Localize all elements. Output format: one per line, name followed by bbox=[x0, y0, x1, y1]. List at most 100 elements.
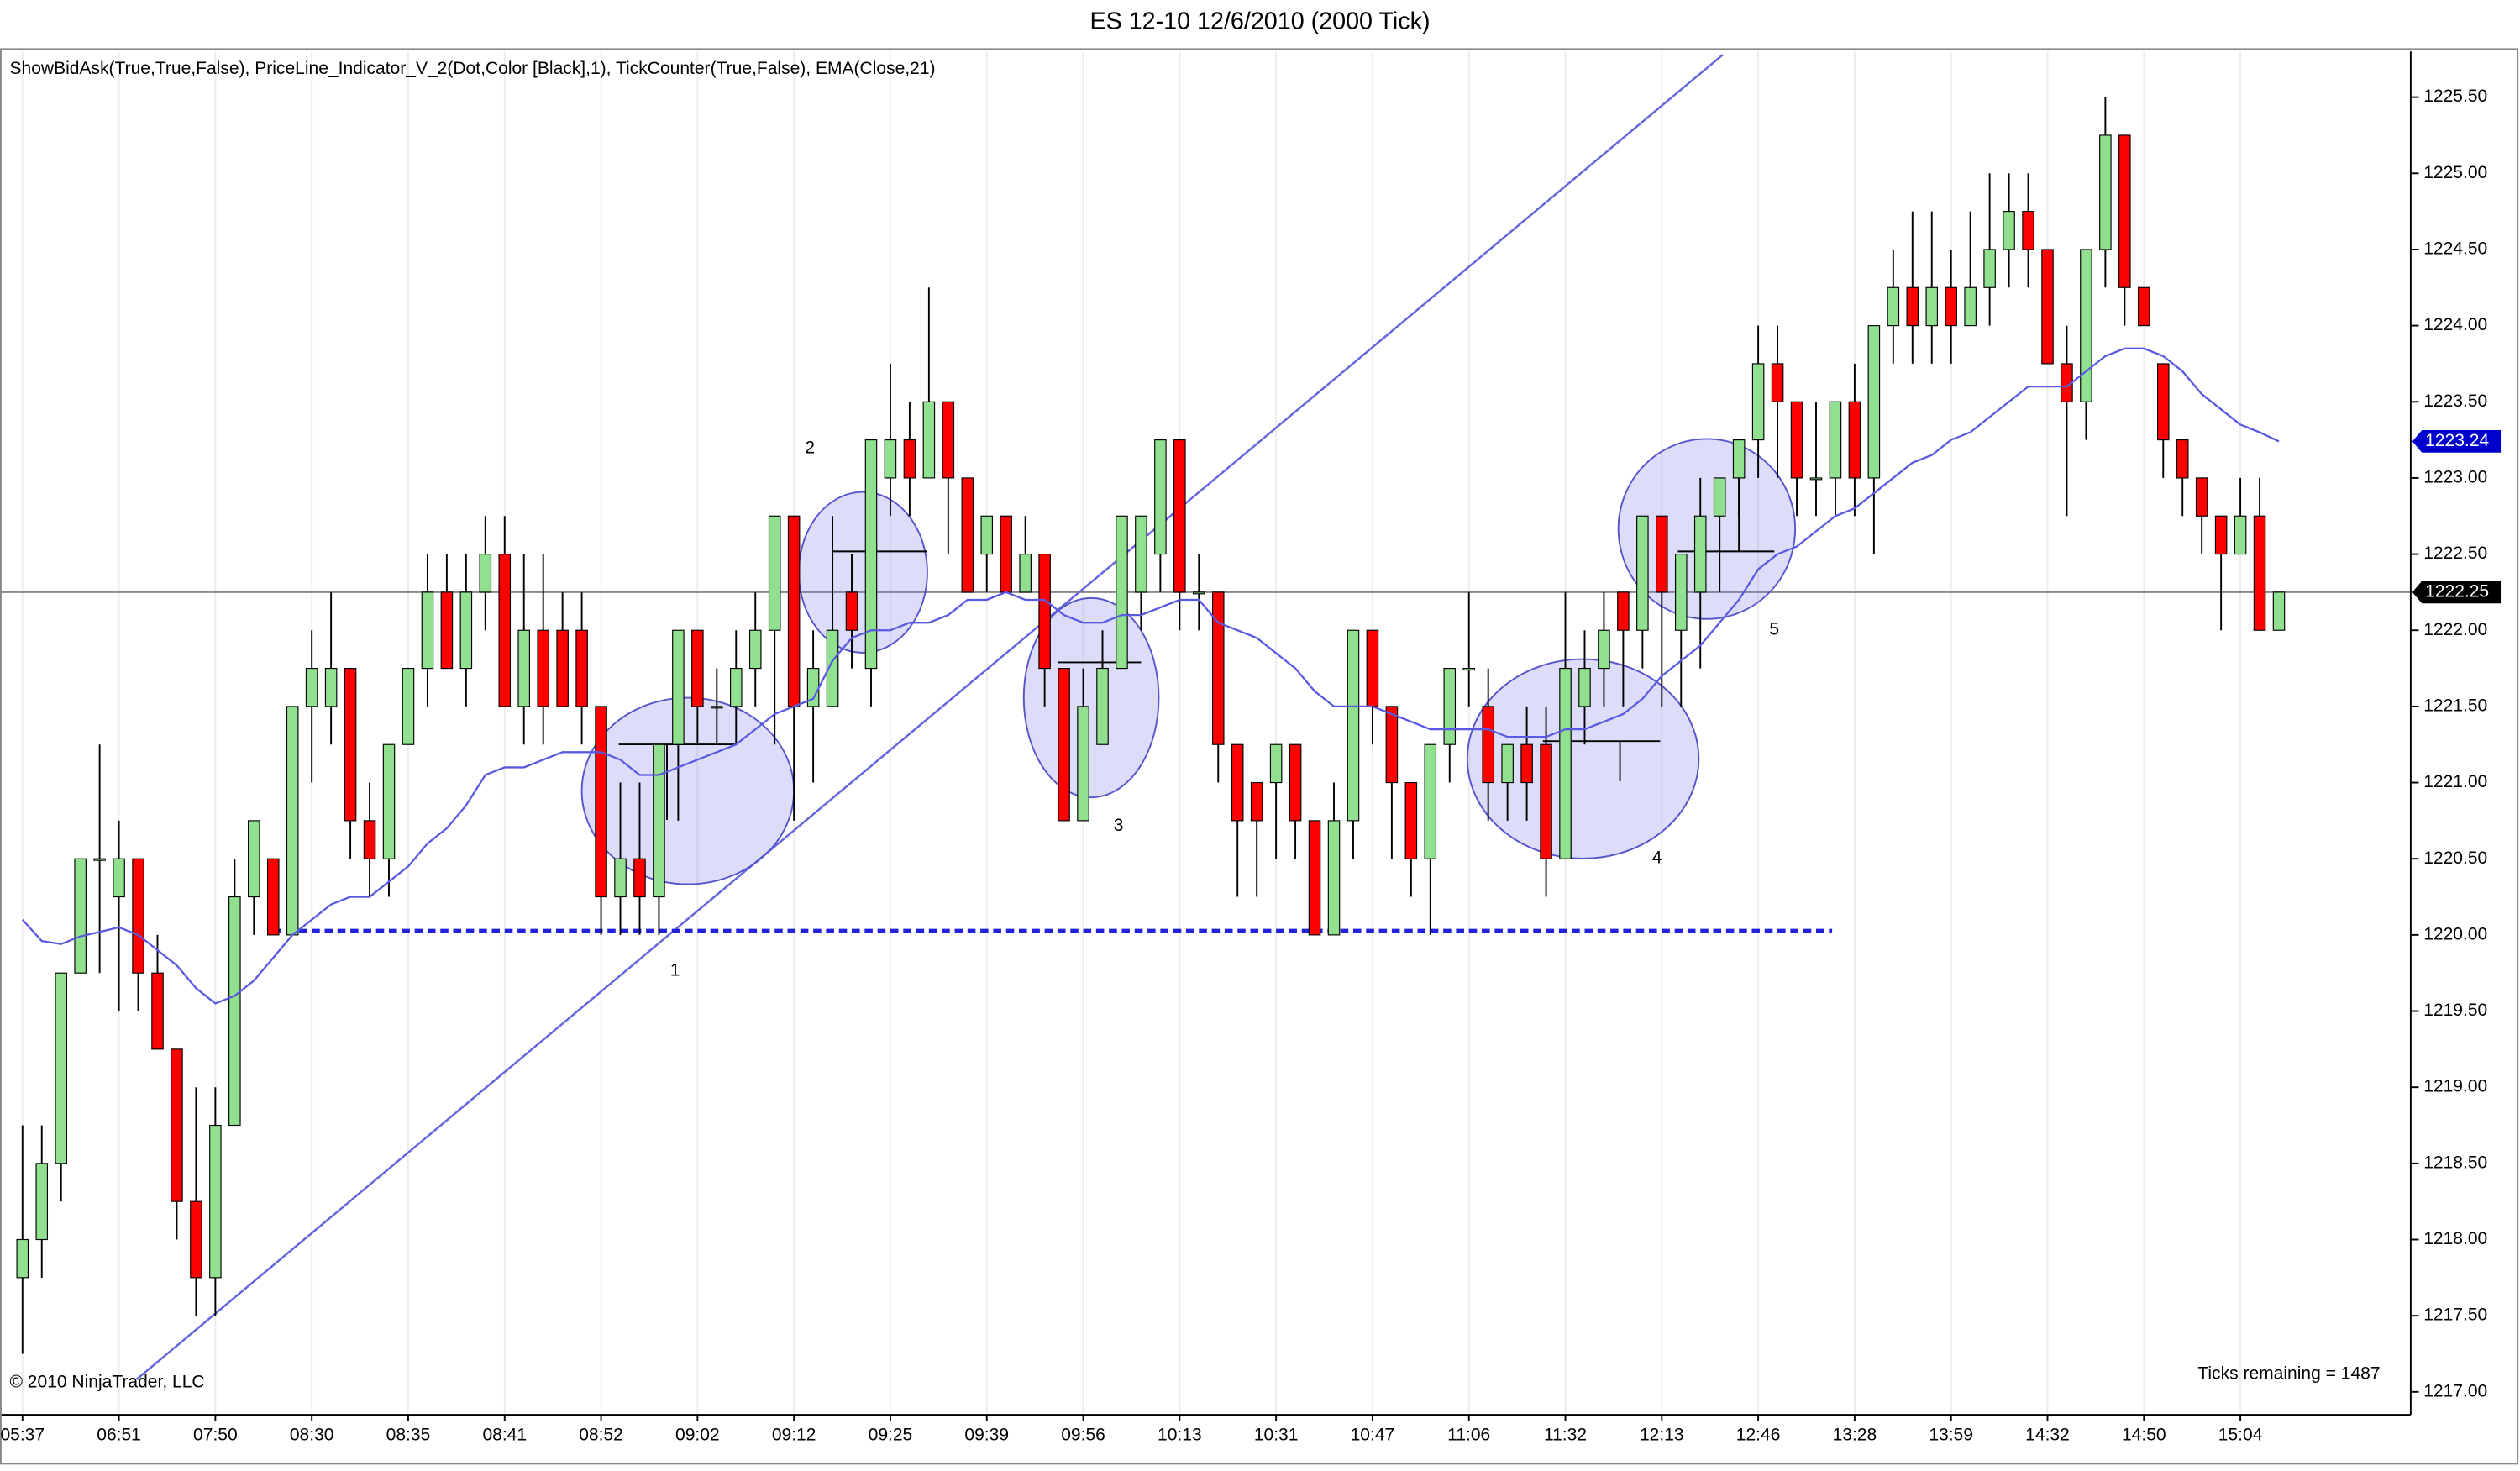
candle-body bbox=[1771, 363, 1784, 402]
candle-body bbox=[633, 858, 646, 898]
candle-body bbox=[1250, 781, 1263, 822]
y-tick-label: 1224.00 bbox=[2423, 315, 2487, 334]
candle-body bbox=[1790, 401, 1803, 479]
candle-body bbox=[2234, 515, 2247, 555]
x-tick-label: 11:06 bbox=[1447, 1425, 1490, 1444]
candle-body bbox=[1019, 554, 1032, 593]
candle-body bbox=[1713, 477, 1726, 517]
x-tick-label: 10:31 bbox=[1254, 1425, 1299, 1444]
drawings bbox=[135, 54, 1833, 1380]
candle-body bbox=[459, 591, 473, 670]
candle-body bbox=[1116, 515, 1128, 670]
candle-body bbox=[1925, 286, 1939, 327]
candle-body bbox=[2138, 286, 2150, 327]
candle-body bbox=[1327, 820, 1341, 936]
copyright: © 2010 NinjaTrader, LLC bbox=[9, 1372, 204, 1391]
candle-body bbox=[2041, 249, 2054, 365]
candle-body bbox=[132, 858, 144, 974]
candle-body bbox=[55, 972, 67, 1164]
chart-title: ES 12-10 12/6/2010 (2000 Tick) bbox=[1089, 8, 1430, 34]
candle-body bbox=[1656, 515, 1668, 593]
candle-body bbox=[248, 820, 260, 898]
candle-body bbox=[691, 629, 704, 707]
candle-body bbox=[344, 667, 357, 822]
y-tick-label: 1224.50 bbox=[2423, 239, 2487, 259]
candle-body bbox=[1058, 667, 1070, 822]
candle-body bbox=[2080, 249, 2092, 402]
candle-body bbox=[1308, 820, 1321, 936]
candle-body bbox=[1231, 743, 1244, 822]
candle-body bbox=[845, 591, 858, 631]
y-tick-label: 1221.00 bbox=[2423, 772, 2487, 791]
y-tick-label: 1217.00 bbox=[2423, 1381, 2487, 1400]
candle-body bbox=[1693, 515, 1707, 593]
candle-body bbox=[1636, 515, 1649, 631]
y-tick-label: 1219.50 bbox=[2423, 1001, 2487, 1020]
annotation: 2 bbox=[805, 438, 815, 457]
x-tick-label: 09:39 bbox=[964, 1425, 1009, 1444]
annotation: 4 bbox=[1652, 848, 1662, 867]
candle-body bbox=[1675, 554, 1688, 631]
candle-body bbox=[1385, 706, 1399, 784]
x-tick-label: 09:02 bbox=[675, 1425, 720, 1444]
candle-body bbox=[1578, 667, 1591, 707]
candle-body bbox=[1887, 286, 1900, 327]
price-tag-label: 1222.25 bbox=[2425, 581, 2489, 601]
ellipse bbox=[1466, 658, 1700, 859]
candle-body bbox=[1096, 667, 1109, 745]
indicator-list: ShowBidAsk(True,True,False), PriceLine_I… bbox=[9, 59, 935, 78]
candle-body bbox=[1135, 515, 1147, 593]
x-tick-label: 11:32 bbox=[1544, 1425, 1587, 1444]
x-tick-label: 09:12 bbox=[772, 1425, 816, 1444]
grid bbox=[0, 51, 2411, 1416]
candle-body bbox=[228, 896, 241, 1127]
candle-body bbox=[768, 515, 781, 631]
candle-body bbox=[1906, 286, 1919, 327]
x-tick-label: 08:35 bbox=[386, 1425, 431, 1444]
candle-body bbox=[903, 439, 916, 479]
candle-body bbox=[1443, 667, 1457, 745]
candle-body bbox=[1424, 743, 1437, 859]
y-tick-label: 1223.50 bbox=[2423, 391, 2487, 411]
y-tick-label: 1218.00 bbox=[2423, 1229, 2487, 1248]
y-tick-label: 1225.00 bbox=[2423, 163, 2487, 182]
candle-body bbox=[421, 591, 434, 670]
frame bbox=[0, 48, 2519, 1465]
annotation: 1 bbox=[670, 960, 680, 980]
candle-body bbox=[961, 477, 974, 593]
candle-body bbox=[498, 554, 512, 707]
x-tick-label: 08:30 bbox=[290, 1425, 334, 1444]
candle-body bbox=[1482, 706, 1494, 784]
y-tick-label: 1222.00 bbox=[2423, 620, 2487, 639]
candle-body bbox=[113, 858, 125, 898]
candle-body bbox=[595, 706, 607, 898]
candle-body bbox=[711, 706, 723, 709]
candle-body bbox=[2022, 211, 2034, 250]
price-tag bbox=[2412, 581, 2502, 604]
candle-body bbox=[1751, 363, 1765, 441]
candle-body bbox=[614, 858, 627, 898]
candle-body bbox=[324, 667, 338, 707]
candle-body bbox=[2195, 477, 2208, 517]
y-tick-label: 1222.50 bbox=[2423, 544, 2487, 563]
candle-body bbox=[942, 401, 955, 479]
candle-body bbox=[1945, 286, 1957, 327]
candle-body bbox=[1366, 629, 1379, 707]
candle-body bbox=[190, 1200, 202, 1279]
ticks-remaining: Ticks remaining = 1487 bbox=[2197, 1364, 2380, 1384]
candle-body bbox=[1809, 477, 1823, 481]
candle-body bbox=[479, 554, 492, 593]
annotation: 3 bbox=[1114, 816, 1124, 835]
y-tick-label: 1219.00 bbox=[2423, 1077, 2487, 1096]
x-tick-label: 10:47 bbox=[1351, 1425, 1395, 1444]
y-tick-label: 1218.50 bbox=[2423, 1153, 2487, 1172]
y-tick-label: 1220.00 bbox=[2423, 924, 2487, 943]
candle-body bbox=[1347, 629, 1360, 822]
price-tag bbox=[2412, 430, 2502, 453]
candle-body bbox=[1462, 667, 1475, 671]
candle-body bbox=[1598, 629, 1610, 670]
trend-line bbox=[135, 54, 1724, 1380]
candle-body bbox=[556, 629, 569, 707]
x-tick-label: 12:13 bbox=[1640, 1425, 1684, 1444]
y-tick-label: 1220.50 bbox=[2423, 848, 2487, 868]
